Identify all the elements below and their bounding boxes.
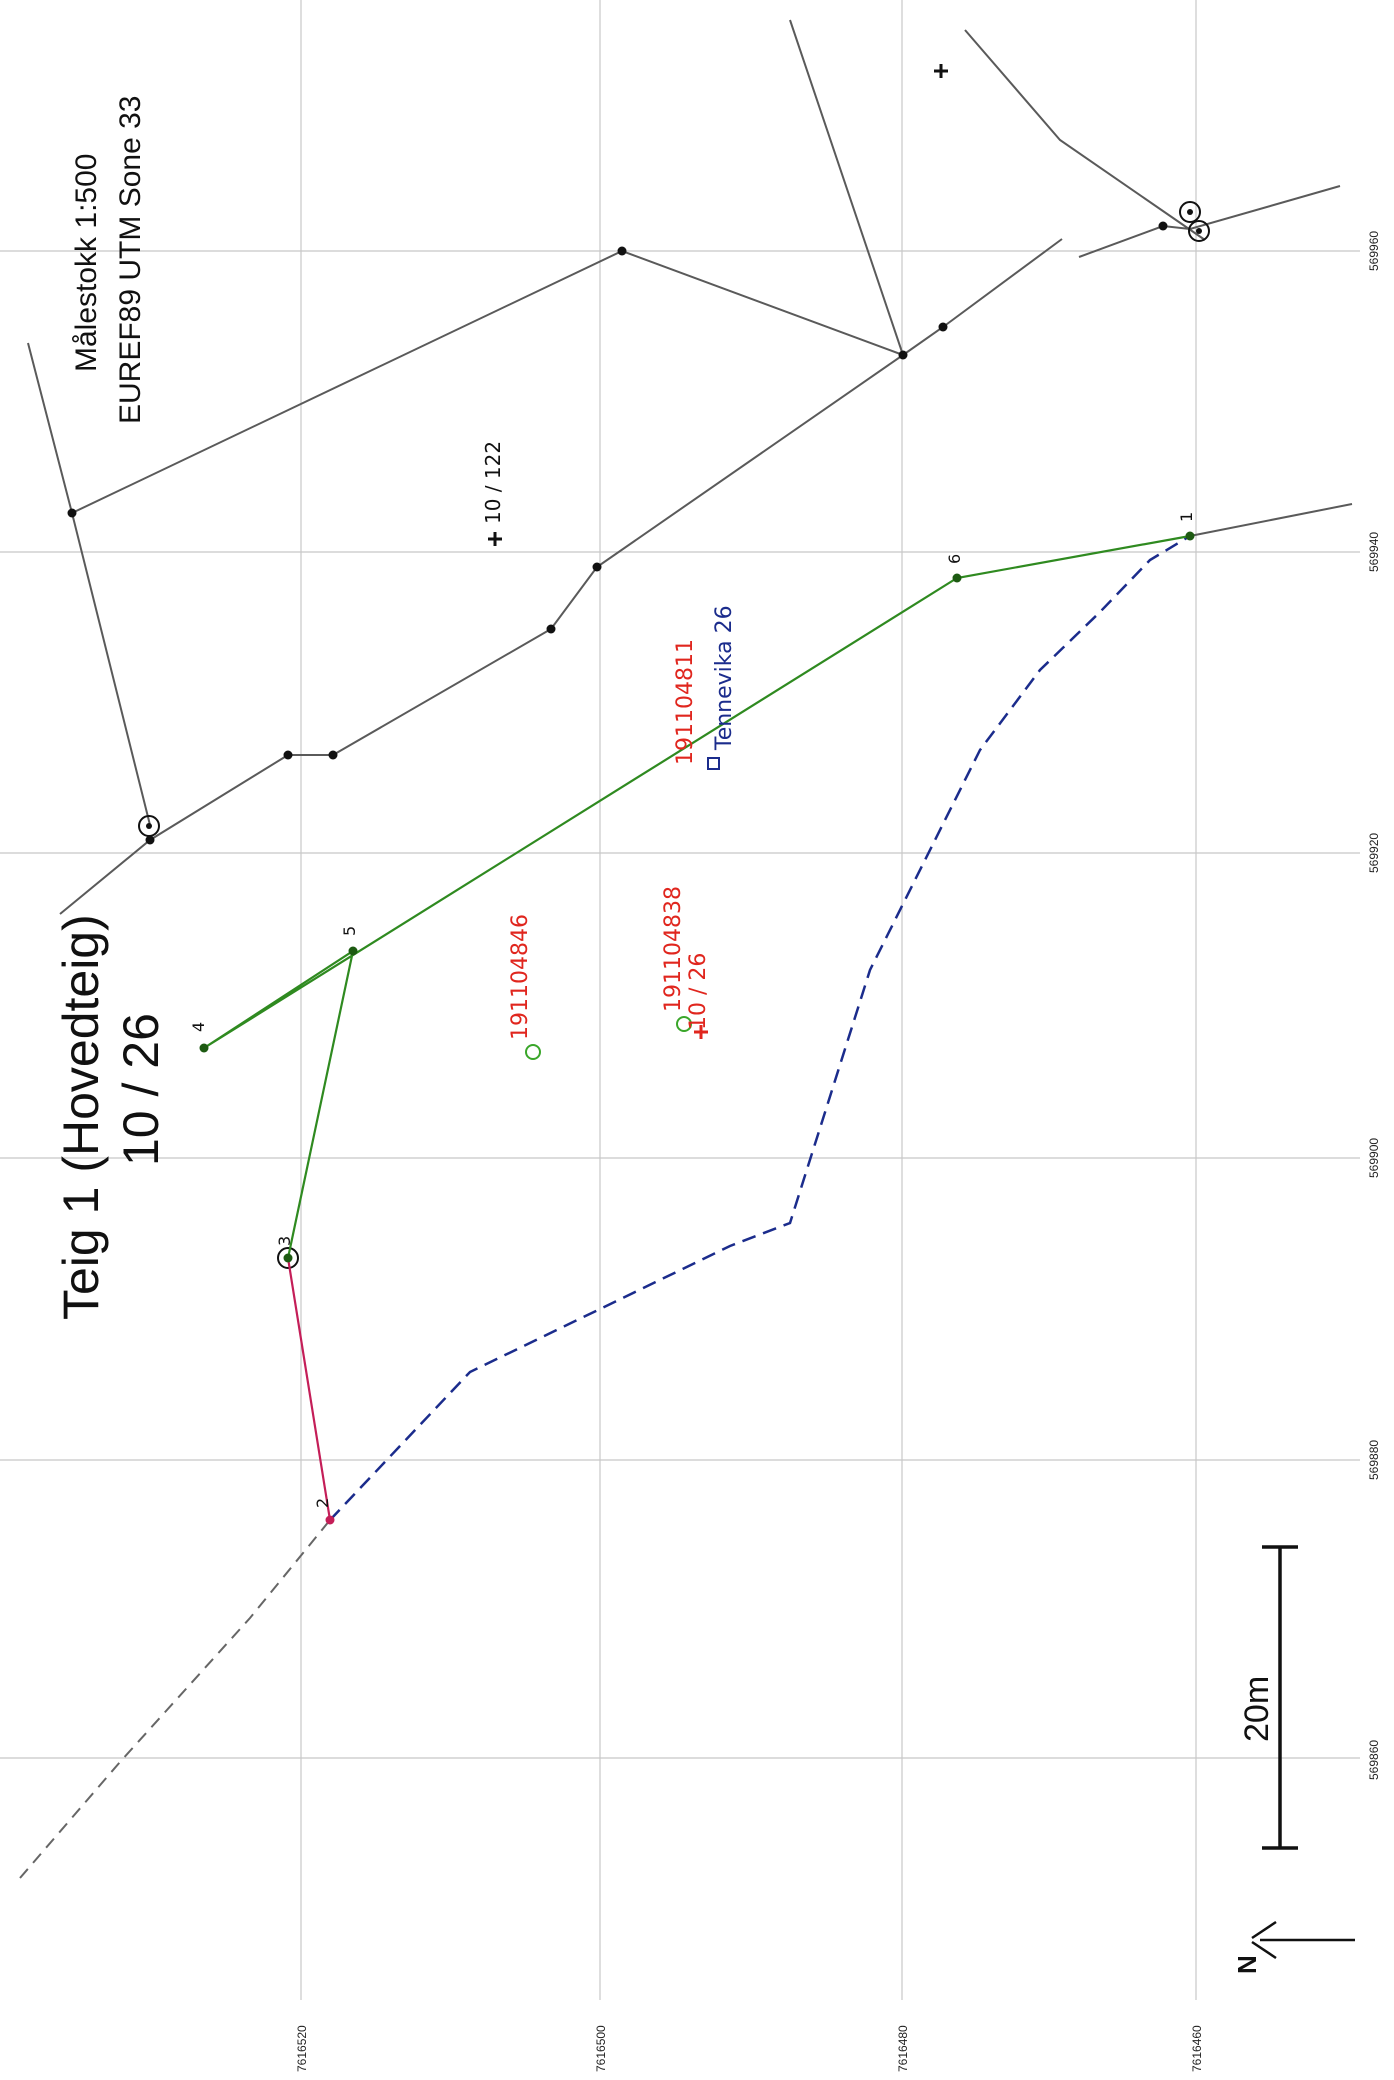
crs-text: EUREF89 UTM Sone 33 — [114, 96, 147, 424]
scale-bar-label: 20m — [1238, 1676, 1276, 1742]
neighbour-line-e — [789, 19, 904, 356]
title-line-2: 10 / 26 — [113, 1013, 169, 1166]
boundary-vertices — [199, 531, 1195, 1525]
circled-markers — [138, 201, 1210, 1269]
easting-label-569960: 569960 — [1367, 231, 1381, 271]
parcel-marker-191104846 — [525, 1044, 541, 1060]
blue-dashed-line — [329, 534, 1191, 1521]
point-label-2: 2 — [313, 1498, 332, 1508]
neighbour-boundaries — [27, 19, 1353, 915]
neighbour-line-c — [1078, 185, 1341, 258]
plus-icon-black — [488, 64, 948, 546]
easting-label-569920: 569920 — [1367, 833, 1381, 873]
parcel-label-10-26: 10 / 26 — [686, 953, 711, 1030]
neighbour-vertices — [67, 221, 1168, 845]
scale-text: Målestokk 1:500 — [70, 154, 103, 372]
scale-bar — [1262, 1545, 1298, 1850]
boundary-point-labels: 1 2 3 4 5 6 — [189, 512, 1196, 1508]
easting-label-569940: 569940 — [1367, 532, 1381, 572]
circled-marker-dots — [146, 209, 1202, 829]
grid-northing-lines — [300, 0, 1197, 2000]
point-label-5: 5 — [340, 926, 359, 936]
northing-label-7616480: 7616480 — [896, 2025, 910, 2072]
neighbour-line-d — [964, 29, 1206, 241]
map-title: Teig 1 (Hovedteig) 10 / 26 — [53, 914, 169, 1320]
northing-label-7616500: 7616500 — [594, 2025, 608, 2072]
point-label-6: 6 — [945, 554, 964, 564]
parcel-label-191104811: 191104811 — [673, 639, 698, 765]
easting-label-569900: 569900 — [1367, 1138, 1381, 1178]
address-label-tennevika-26: Tennevika 26 — [712, 605, 737, 751]
grid-easting-lines — [0, 250, 1360, 1759]
boundary-segment-2-3 — [286, 1257, 332, 1521]
north-arrow-icon — [1251, 1920, 1355, 1960]
easting-tick-labels: 569860 569880 569900 569920 569940 56996… — [1367, 231, 1381, 1780]
grey-dashed-line — [19, 1519, 331, 1879]
parcel-label-191104846: 191104846 — [508, 914, 533, 1040]
parcel-labels: 191104846 191104838 10 / 26 191104811 Te… — [481, 64, 948, 1060]
northing-tick-labels: 7616520 7616500 7616480 7616460 — [295, 2025, 1204, 2072]
parcel-label-191104838: 191104838 — [661, 886, 686, 1012]
north-arrow-label: N — [1232, 1955, 1262, 1974]
vertex-3 — [283, 1253, 293, 1263]
point-label-3: 3 — [275, 1236, 294, 1246]
title-line-1: Teig 1 (Hovedteig) — [53, 914, 109, 1320]
marker-circle-b — [1179, 201, 1201, 223]
easting-label-569880: 569880 — [1367, 1440, 1381, 1480]
point-label-1: 1 — [1177, 512, 1196, 522]
point-label-4: 4 — [189, 1022, 208, 1032]
northing-label-7616520: 7616520 — [295, 2025, 309, 2072]
vertex-5 — [348, 946, 358, 956]
northing-label-7616460: 7616460 — [1190, 2025, 1204, 2072]
vertex-6 — [952, 573, 962, 583]
vertex-1 — [1185, 531, 1195, 541]
plus-icon-red — [694, 1025, 708, 1039]
vertex-2 — [325, 1515, 335, 1525]
marker-circle-d — [277, 1247, 299, 1269]
vertex-4 — [199, 1043, 209, 1053]
address-marker-square — [707, 757, 720, 770]
marker-circle-a — [138, 815, 160, 837]
map-info: Målestokk 1:500 EUREF89 UTM Sone 33 — [70, 96, 147, 424]
neighbour-line-g — [59, 354, 904, 915]
parcel-label-10-122: 10 / 122 — [481, 441, 505, 524]
parcel-marker-191104838 — [676, 1016, 692, 1032]
marker-circle-c — [1188, 220, 1210, 242]
neighbour-line-f — [902, 238, 1063, 356]
neighbour-line-h — [1189, 503, 1353, 537]
easting-label-569860: 569860 — [1367, 1740, 1381, 1780]
